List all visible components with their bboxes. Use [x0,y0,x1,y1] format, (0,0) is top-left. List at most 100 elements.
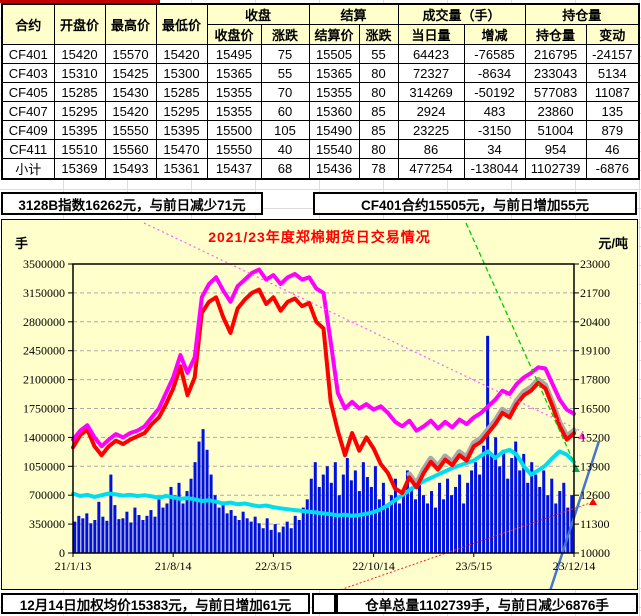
cell-settle_price[interactable]: 15490 [308,120,360,140]
col-header-vol-chg[interactable]: 增减 [463,24,526,45]
cell-settle_price[interactable]: 15365 [308,63,360,83]
cell-high[interactable]: 15570 [104,44,157,64]
cell-oi[interactable]: 577083 [524,82,587,102]
cell-settle_chg[interactable]: 55 [358,44,399,64]
cell-settle_price[interactable]: 15360 [308,101,360,121]
cell-oi_chg[interactable]: 879 [585,120,640,140]
col-header-contract[interactable]: 合约 [1,3,55,45]
cell-low[interactable]: 15285 [155,82,208,102]
warehouse-receipt-status-box[interactable]: 仓单总量1102739手，与前日减少6876手 [336,593,638,614]
cell-open[interactable]: 15420 [53,44,106,64]
cell-close_price[interactable]: 15355 [206,82,262,102]
cell-close_chg[interactable]: 75 [260,44,310,64]
cell-contract[interactable]: CF405 [1,82,55,102]
col-header-high[interactable]: 最高价 [104,3,157,45]
cell-day_volume[interactable]: 477254 [397,158,465,180]
cell-oi[interactable]: 23860 [524,101,587,121]
cell-high[interactable]: 15420 [104,101,157,121]
cell-high[interactable]: 15425 [104,63,157,83]
cell-day_volume[interactable]: 64423 [397,44,465,64]
cell-open[interactable]: 15510 [53,139,106,159]
cell-close_price[interactable]: 15365 [206,63,262,83]
cell-low[interactable]: 15295 [155,101,208,121]
cell-oi[interactable]: 51004 [524,120,587,140]
cell-vol_chg[interactable]: -138044 [463,158,526,180]
group-header-volume[interactable]: 成交量（手） [397,3,526,25]
cell-vol_chg[interactable]: -76585 [463,44,526,64]
cell-open[interactable]: 15295 [53,101,106,121]
cell-close_chg[interactable]: 40 [260,139,310,159]
col-header-low[interactable]: 最低价 [155,3,208,45]
cell-vol_chg[interactable]: -50192 [463,82,526,102]
cell-vol_chg[interactable]: -3150 [463,120,526,140]
cell-oi[interactable]: 216795 [524,44,587,64]
cf401-status-box[interactable]: CF401合约15505元，与前日增加55元 [313,192,637,215]
cell-day_volume[interactable]: 314269 [397,82,465,102]
cell-close_price[interactable]: 15550 [206,139,262,159]
cotton-futures-chart[interactable]: 2021/23年度郑棉期货日交易情况 手 元/吨 0 350000 700000 10… [1,219,638,590]
cell-contract[interactable]: CF411 [1,139,55,159]
cell-vol_chg[interactable]: 483 [463,101,526,121]
col-header-day-volume[interactable]: 当日量 [397,24,465,45]
group-header-settle[interactable]: 结算 [308,3,399,25]
cell-day_volume[interactable]: 2924 [397,101,465,121]
cell-close_chg[interactable]: 70 [260,82,310,102]
cell-vol_chg[interactable]: -8634 [463,63,526,83]
cell-settle_price[interactable]: 15540 [308,139,360,159]
cell-oi_chg[interactable]: 135 [585,101,640,121]
col-header-oi-chg[interactable]: 变动 [585,24,640,45]
cell-oi_chg[interactable]: 11087 [585,82,640,102]
cell-oi[interactable]: 1102739 [524,158,587,180]
cell-settle_chg[interactable]: 80 [358,139,399,159]
cell-settle_chg[interactable]: 80 [358,82,399,102]
cell-contract[interactable]: CF409 [1,120,55,140]
cell-open[interactable]: 15310 [53,63,106,83]
cell-close_chg[interactable]: 68 [260,158,310,180]
cell-contract[interactable]: CF407 [1,101,55,121]
cell-close_price[interactable]: 15355 [206,101,262,121]
cell-low[interactable]: 15361 [155,158,208,180]
group-header-close[interactable]: 收盘 [206,3,310,25]
cell-contract[interactable]: 小计 [1,158,55,180]
cell-high[interactable]: 15430 [104,82,157,102]
cell-day_volume[interactable]: 23225 [397,120,465,140]
cell-oi[interactable]: 233043 [524,63,587,83]
col-header-oi[interactable]: 持仓量 [524,24,587,45]
cell-vol_chg[interactable]: 34 [463,139,526,159]
cell-close_chg[interactable]: 60 [260,101,310,121]
cell-close_chg[interactable]: 105 [260,120,310,140]
cell-low[interactable]: 15300 [155,63,208,83]
cell-oi_chg[interactable]: 46 [585,139,640,159]
cell-oi_chg[interactable]: -24157 [585,44,640,64]
cell-open[interactable]: 15369 [53,158,106,180]
cell-settle_chg[interactable]: 80 [358,63,399,83]
cell-close_price[interactable]: 15495 [206,44,262,64]
cell-close_price[interactable]: 15500 [206,120,262,140]
col-header-settle-chg[interactable]: 涨跌 [358,24,399,45]
cell-settle_price[interactable]: 15436 [308,158,360,180]
index-status-box[interactable]: 3128B指数16262元，与前日减少71元 [1,192,263,215]
cell-settle_price[interactable]: 15505 [308,44,360,64]
col-header-close-price[interactable]: 收盘价 [206,24,262,45]
cell-low[interactable]: 15420 [155,44,208,64]
group-header-open-interest[interactable]: 持仓量 [524,3,640,25]
empty-status-box[interactable] [312,593,336,614]
cell-open[interactable]: 15285 [53,82,106,102]
cell-oi[interactable]: 954 [524,139,587,159]
cell-oi_chg[interactable]: -6876 [585,158,640,180]
cell-oi_chg[interactable]: 5134 [585,63,640,83]
col-header-settle-price[interactable]: 结算价 [308,24,360,45]
cell-low[interactable]: 15470 [155,139,208,159]
cell-settle_price[interactable]: 15355 [308,82,360,102]
col-header-open[interactable]: 开盘价 [53,3,106,45]
cell-low[interactable]: 15395 [155,120,208,140]
cell-high[interactable]: 15493 [104,158,157,180]
cell-day_volume[interactable]: 72327 [397,63,465,83]
cell-open[interactable]: 15395 [53,120,106,140]
avg-price-status-box[interactable]: 12月14日加权均价15383元，与前日增加61元 [1,593,310,614]
cell-settle_chg[interactable]: 78 [358,158,399,180]
cell-close_chg[interactable]: 55 [260,63,310,83]
cell-close_price[interactable]: 15437 [206,158,262,180]
cell-high[interactable]: 15550 [104,120,157,140]
col-header-close-chg[interactable]: 涨跌 [260,24,310,45]
